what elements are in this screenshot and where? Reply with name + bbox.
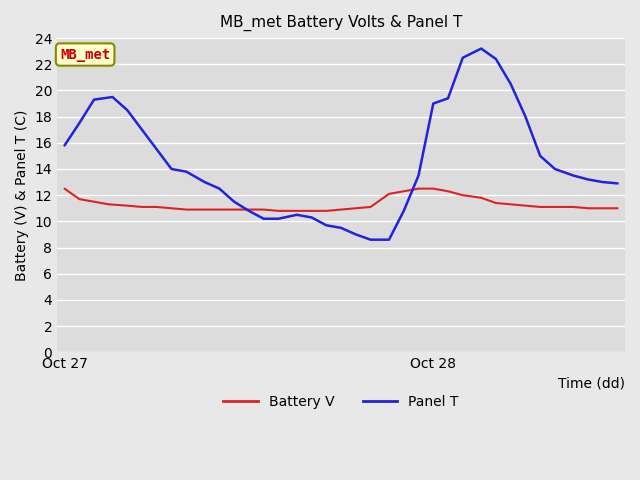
X-axis label: Time (dd): Time (dd) <box>558 377 625 391</box>
Y-axis label: Battery (V) & Panel T (C): Battery (V) & Panel T (C) <box>15 109 29 281</box>
Legend: Battery V, Panel T: Battery V, Panel T <box>218 389 465 414</box>
Title: MB_met Battery Volts & Panel T: MB_met Battery Volts & Panel T <box>220 15 462 31</box>
Text: MB_met: MB_met <box>60 48 110 61</box>
